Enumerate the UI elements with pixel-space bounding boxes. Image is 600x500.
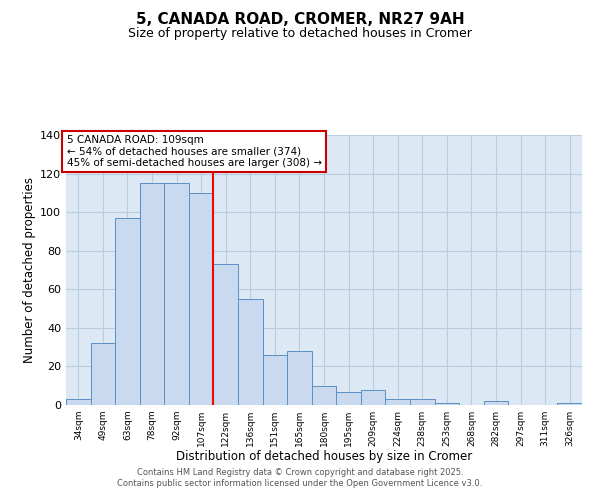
- Bar: [238, 299, 263, 405]
- Text: 5, CANADA ROAD, CROMER, NR27 9AH: 5, CANADA ROAD, CROMER, NR27 9AH: [136, 12, 464, 28]
- Bar: [484, 401, 508, 405]
- Bar: [557, 403, 582, 405]
- Bar: [410, 399, 434, 405]
- Bar: [91, 344, 115, 405]
- Bar: [115, 218, 140, 405]
- Bar: [140, 183, 164, 405]
- Text: 5 CANADA ROAD: 109sqm
← 54% of detached houses are smaller (374)
45% of semi-det: 5 CANADA ROAD: 109sqm ← 54% of detached …: [67, 135, 322, 168]
- Bar: [312, 386, 336, 405]
- Bar: [361, 390, 385, 405]
- Bar: [287, 351, 312, 405]
- Bar: [385, 399, 410, 405]
- Bar: [336, 392, 361, 405]
- Bar: [164, 183, 189, 405]
- Bar: [263, 355, 287, 405]
- X-axis label: Distribution of detached houses by size in Cromer: Distribution of detached houses by size …: [176, 450, 472, 464]
- Bar: [66, 399, 91, 405]
- Text: Contains HM Land Registry data © Crown copyright and database right 2025.
Contai: Contains HM Land Registry data © Crown c…: [118, 468, 482, 487]
- Bar: [434, 403, 459, 405]
- Y-axis label: Number of detached properties: Number of detached properties: [23, 177, 36, 363]
- Bar: [214, 264, 238, 405]
- Bar: [189, 193, 214, 405]
- Text: Size of property relative to detached houses in Cromer: Size of property relative to detached ho…: [128, 28, 472, 40]
